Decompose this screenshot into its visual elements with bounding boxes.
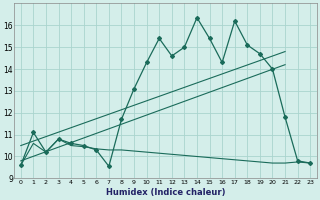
X-axis label: Humidex (Indice chaleur): Humidex (Indice chaleur) xyxy=(106,188,225,197)
